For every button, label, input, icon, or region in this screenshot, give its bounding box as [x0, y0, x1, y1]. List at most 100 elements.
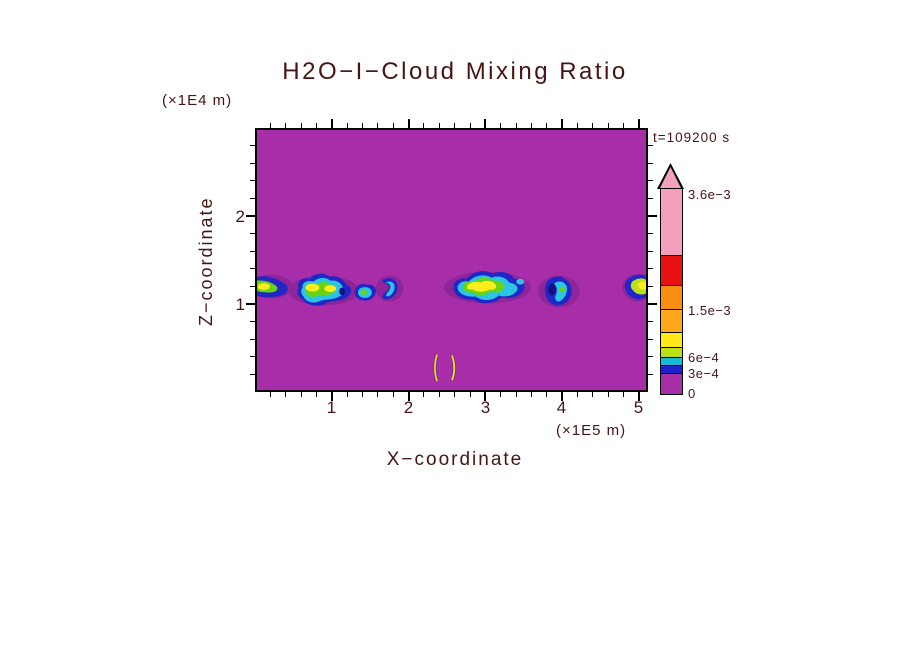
axis-tick [330, 119, 333, 128]
axis-tick [469, 123, 471, 128]
axis-tick [648, 321, 653, 323]
axis-tick [648, 162, 653, 164]
axis-tick [392, 392, 394, 397]
axis-tick [300, 123, 302, 128]
axis-tick [577, 123, 579, 128]
axis-tick [285, 392, 287, 397]
axis-tick [648, 215, 657, 217]
cloud-blob [544, 276, 572, 306]
axis-tick [515, 392, 517, 397]
cloud-blob [453, 271, 525, 304]
axis-tick [362, 123, 364, 128]
cloud-field [257, 271, 646, 382]
axis-tick [648, 268, 653, 270]
axis-tick [438, 123, 440, 128]
x-axis-title: X−coordinate [386, 449, 524, 470]
axis-tick [515, 123, 517, 128]
axis-tick [438, 392, 440, 397]
axis-tick [530, 392, 532, 397]
x-axis-unit-label: (×1E5 m) [556, 422, 627, 439]
colorbar-segment [661, 365, 682, 373]
axis-tick [648, 180, 653, 182]
axis-tick [330, 392, 333, 401]
axis-tick [250, 162, 255, 164]
axis-tick [607, 123, 609, 128]
axis-tick [561, 119, 564, 128]
axis-tick [648, 197, 653, 199]
z-axis-title: Z−coordinate [196, 196, 216, 326]
axis-tick [648, 373, 653, 375]
axis-tick [250, 321, 255, 323]
cloud-streaks [432, 353, 457, 382]
cloud-blob [354, 284, 376, 301]
axis-tick [484, 119, 487, 128]
time-annotation: t=109200 s [653, 130, 731, 145]
axis-tick [346, 392, 348, 397]
colorbar-label: 3e−4 [688, 366, 720, 381]
axis-tick [250, 338, 255, 340]
axis-tick [250, 268, 255, 270]
axis-tick [648, 145, 653, 147]
x-tick-label-1: 1 [326, 398, 338, 417]
axis-tick [362, 392, 364, 397]
axis-tick [315, 392, 317, 397]
axis-tick [269, 123, 271, 128]
axis-tick [648, 356, 653, 358]
colorbar-segment [661, 347, 682, 357]
axis-tick [648, 233, 653, 235]
x-tick-label-4: 4 [556, 398, 568, 417]
colorbar-segment [661, 309, 682, 332]
axis-tick [607, 392, 609, 397]
axis-tick [623, 123, 625, 128]
z-tick-label-2: 2 [235, 207, 246, 226]
axis-tick [407, 392, 410, 401]
axis-tick [469, 392, 471, 397]
cloud-blob [257, 276, 288, 298]
x-tick-label-2: 2 [403, 398, 415, 417]
axis-tick [648, 250, 653, 252]
axis-tick [454, 123, 456, 128]
cloud-blob [381, 278, 398, 300]
colorbar-segment [661, 255, 682, 285]
axis-tick [638, 392, 640, 401]
colorbar-segment [661, 357, 682, 365]
axis-tick [648, 338, 653, 340]
x-tick-label-5: 5 [633, 398, 645, 417]
axis-tick [530, 123, 532, 128]
axis-tick [638, 119, 640, 128]
axis-tick [577, 392, 579, 397]
axis-tick [648, 285, 653, 287]
axis-tick [500, 123, 502, 128]
axis-tick [592, 392, 594, 397]
axis-tick [346, 123, 348, 128]
axis-tick [484, 392, 487, 401]
colorbar-segment [661, 373, 682, 394]
axis-tick [250, 145, 255, 147]
z-tick-label-1: 1 [235, 295, 246, 314]
axis-tick [648, 303, 657, 305]
x-tick-label-3: 3 [480, 398, 492, 417]
axis-tick [285, 123, 287, 128]
plot-area [255, 128, 648, 392]
axis-tick [269, 392, 271, 397]
cloud-blob [624, 274, 646, 300]
axis-tick [423, 123, 425, 128]
colorbar-label: 0 [688, 386, 696, 401]
axis-tick [592, 123, 594, 128]
z-axis-unit-label: (×1E4 m) [162, 92, 233, 109]
axis-tick [246, 303, 255, 305]
cloud-blob [297, 273, 352, 306]
chart-title: H2O−I−Cloud Mixing Ratio [282, 58, 628, 85]
axis-tick [623, 392, 625, 397]
axis-tick [407, 119, 410, 128]
axis-tick [377, 392, 379, 397]
axis-tick [546, 123, 548, 128]
axis-tick [454, 392, 456, 397]
axis-tick [250, 373, 255, 375]
axis-tick [250, 356, 255, 358]
axis-tick [561, 392, 564, 401]
axis-tick [546, 392, 548, 397]
colorbar [660, 188, 683, 395]
colorbar-label: 6e−4 [688, 350, 720, 365]
